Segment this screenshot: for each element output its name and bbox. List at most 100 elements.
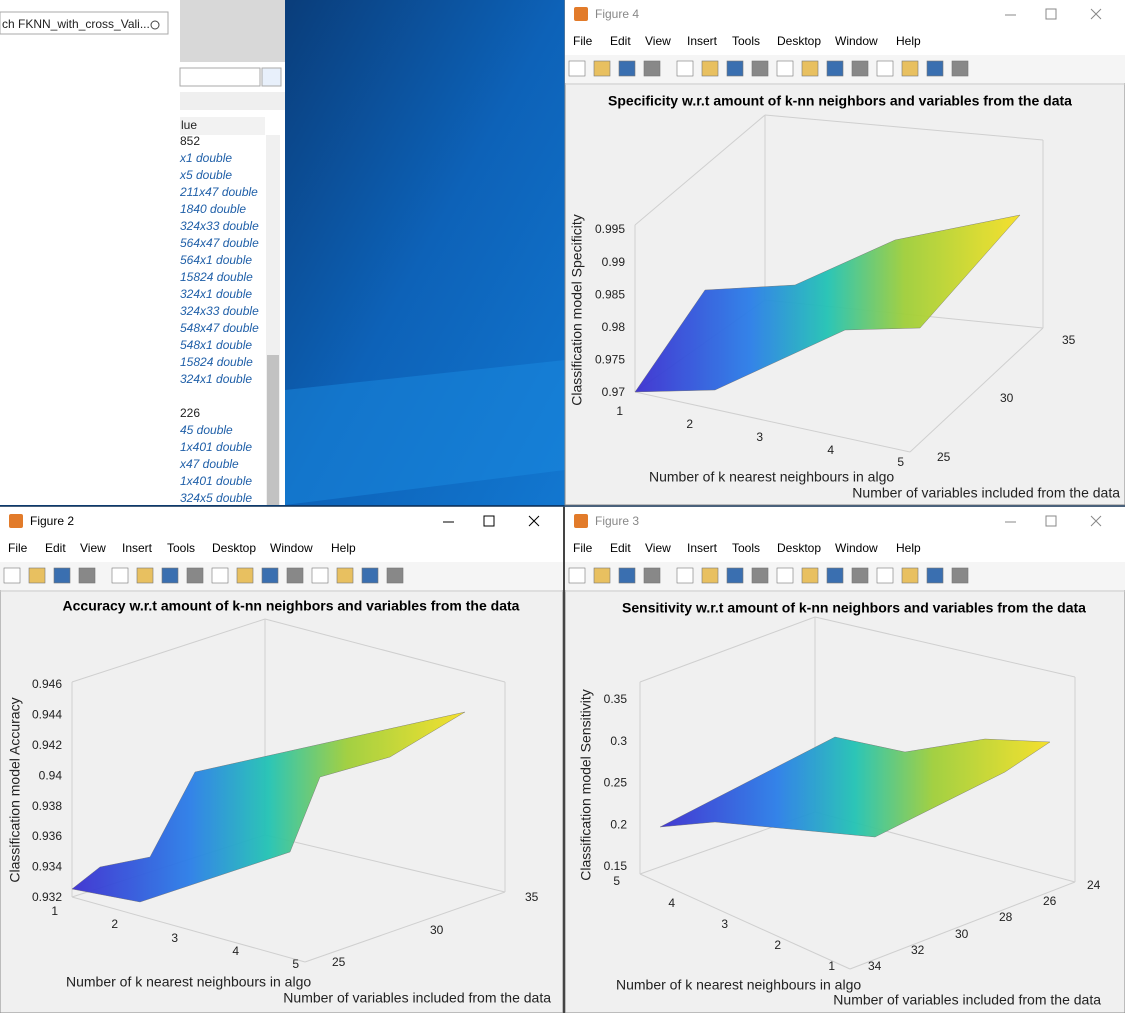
menu-item[interactable]: File bbox=[573, 34, 593, 48]
toolbar-button[interactable] bbox=[801, 60, 819, 77]
menu-item[interactable]: Window bbox=[835, 34, 878, 48]
variable-value: 324x33 double bbox=[180, 219, 259, 233]
menu-item[interactable]: Tools bbox=[732, 541, 760, 555]
menu-item[interactable]: Desktop bbox=[777, 34, 821, 48]
menu-item[interactable]: Edit bbox=[610, 34, 631, 48]
close-button[interactable] bbox=[1090, 8, 1102, 20]
toolbar-button[interactable] bbox=[286, 567, 304, 584]
menu-bar bbox=[565, 30, 1125, 55]
menu-item[interactable]: Window bbox=[270, 541, 313, 555]
menu-item[interactable]: Tools bbox=[732, 34, 760, 48]
toolbar-button[interactable] bbox=[593, 60, 611, 77]
toolbar-button[interactable] bbox=[726, 567, 744, 584]
toolbar-button[interactable] bbox=[901, 60, 919, 77]
toolbar-button[interactable] bbox=[618, 60, 636, 77]
search-icon[interactable] bbox=[150, 20, 160, 30]
menu-item[interactable]: Help bbox=[896, 541, 921, 555]
close-button[interactable] bbox=[528, 515, 540, 527]
toolbar-button[interactable] bbox=[78, 567, 96, 584]
filter-box[interactable] bbox=[179, 67, 261, 87]
toolbar-button[interactable] bbox=[361, 567, 379, 584]
toolbar-button[interactable] bbox=[751, 567, 769, 584]
menu-item[interactable]: Help bbox=[896, 34, 921, 48]
z-tick-label: 0.15 bbox=[604, 859, 628, 873]
z-tick-label: 0.938 bbox=[32, 799, 62, 813]
menu-item[interactable]: View bbox=[645, 541, 671, 555]
toolbar-button[interactable] bbox=[161, 567, 179, 584]
toolbar-button[interactable] bbox=[568, 567, 586, 584]
toolbar-strip bbox=[180, 92, 285, 110]
toolbar-button[interactable] bbox=[676, 567, 694, 584]
toolbar-button[interactable] bbox=[568, 60, 586, 77]
toolbar-button[interactable] bbox=[851, 60, 869, 77]
toolbar-button[interactable] bbox=[876, 567, 894, 584]
x-tick-label: 4 bbox=[668, 896, 675, 910]
menu-item[interactable]: Desktop bbox=[212, 541, 256, 555]
close-button[interactable] bbox=[1090, 515, 1102, 527]
variable-value: 324x1 double bbox=[180, 287, 252, 301]
toolbar-button[interactable] bbox=[776, 567, 794, 584]
maximize-button[interactable] bbox=[483, 515, 495, 527]
toolbar-button[interactable] bbox=[336, 567, 354, 584]
toolbar-button[interactable] bbox=[3, 567, 21, 584]
toolbar-button[interactable] bbox=[618, 567, 636, 584]
toolbar-button[interactable] bbox=[701, 60, 719, 77]
toolbar-button[interactable] bbox=[136, 567, 154, 584]
menu-item[interactable]: View bbox=[80, 541, 106, 555]
toolbar-button[interactable] bbox=[926, 567, 944, 584]
toolbar-button[interactable] bbox=[951, 567, 969, 584]
toolbar-button[interactable] bbox=[311, 567, 329, 584]
toolbar-button[interactable] bbox=[236, 567, 254, 584]
menu-item[interactable]: Edit bbox=[610, 541, 631, 555]
menu-item[interactable]: Insert bbox=[122, 541, 153, 555]
menu-item[interactable]: Edit bbox=[45, 541, 66, 555]
toolbar-button[interactable] bbox=[826, 60, 844, 77]
toolbar-button[interactable] bbox=[643, 567, 661, 584]
toolbar-button[interactable] bbox=[801, 567, 819, 584]
menu-item[interactable]: Tools bbox=[167, 541, 195, 555]
toolbar-button[interactable] bbox=[926, 60, 944, 77]
y-tick-label: 35 bbox=[525, 890, 539, 904]
variable-value: 564x1 double bbox=[180, 253, 252, 267]
toolbar-button[interactable] bbox=[676, 60, 694, 77]
x-tick-label: 1 bbox=[51, 904, 58, 918]
menu-item[interactable]: File bbox=[573, 541, 593, 555]
search-box[interactable] bbox=[0, 11, 169, 35]
toolbar-button[interactable] bbox=[776, 60, 794, 77]
find-button[interactable] bbox=[261, 67, 282, 87]
menu-item[interactable]: View bbox=[645, 34, 671, 48]
matlab-icon bbox=[574, 7, 588, 21]
variable-value: 1x401 double bbox=[180, 440, 252, 454]
toolbar-button[interactable] bbox=[261, 567, 279, 584]
y-axis-label: Number of variables included from the da… bbox=[283, 990, 551, 1006]
toolbar-button[interactable] bbox=[701, 567, 719, 584]
menu-item[interactable]: Desktop bbox=[777, 541, 821, 555]
toolbar-button[interactable] bbox=[593, 567, 611, 584]
toolbar-button[interactable] bbox=[726, 60, 744, 77]
toolbar-button[interactable] bbox=[826, 567, 844, 584]
toolbar-button[interactable] bbox=[876, 60, 894, 77]
toolbar-button[interactable] bbox=[643, 60, 661, 77]
maximize-button[interactable] bbox=[1045, 515, 1057, 527]
toolbar-button[interactable] bbox=[211, 567, 229, 584]
menu-item[interactable]: Insert bbox=[687, 541, 718, 555]
menu-item[interactable]: Help bbox=[331, 541, 356, 555]
toolbar-button[interactable] bbox=[901, 567, 919, 584]
separator bbox=[0, 505, 1125, 507]
toolbar-button[interactable] bbox=[28, 567, 46, 584]
toolbar-button[interactable] bbox=[951, 60, 969, 77]
scroll-thumb[interactable] bbox=[267, 355, 279, 505]
toolbar-button[interactable] bbox=[751, 60, 769, 77]
toolbar-button[interactable] bbox=[386, 567, 404, 584]
toolbar-button[interactable] bbox=[186, 567, 204, 584]
menu-item[interactable]: File bbox=[8, 541, 28, 555]
menu-item[interactable]: Insert bbox=[687, 34, 718, 48]
maximize-button[interactable] bbox=[1045, 8, 1057, 20]
x-tick-label: 5 bbox=[897, 455, 904, 469]
toolbar-button[interactable] bbox=[851, 567, 869, 584]
x-tick-label: 3 bbox=[721, 917, 728, 931]
toolbar-button[interactable] bbox=[111, 567, 129, 584]
toolbar-button[interactable] bbox=[53, 567, 71, 584]
menu-item[interactable]: Window bbox=[835, 541, 878, 555]
